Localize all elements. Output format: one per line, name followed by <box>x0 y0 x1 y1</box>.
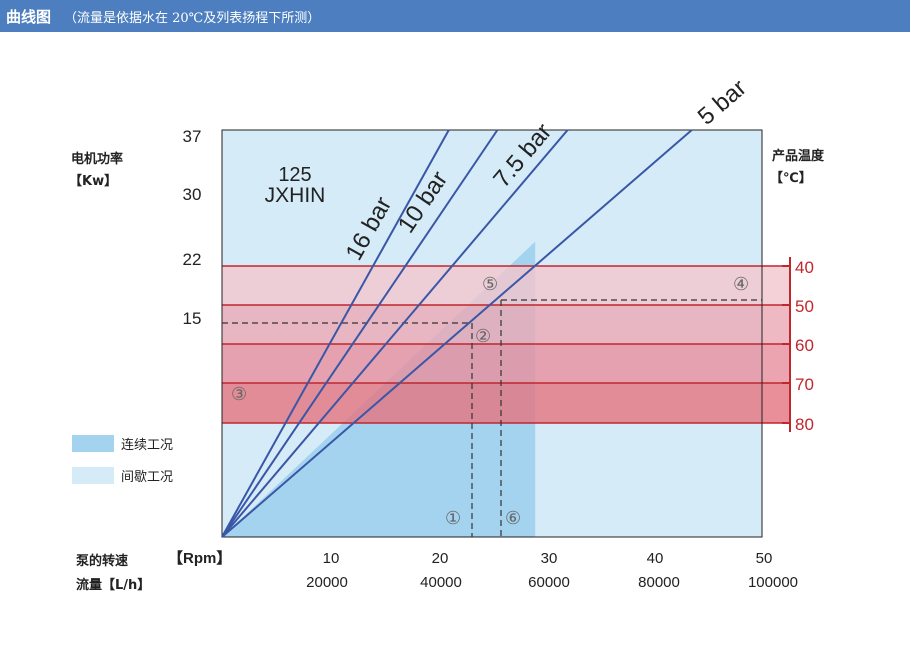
x-speed-tick-30: 30 <box>541 550 558 567</box>
legend-continuous-label: 连续工况 <box>121 437 173 453</box>
y-left-tick-15: 15 <box>183 309 202 328</box>
y-left-tick-22: 22 <box>183 250 202 269</box>
legend-intermittent-label: 间歇工况 <box>121 470 173 485</box>
y-right-tick-60: 60 <box>795 336 814 355</box>
y-right-label-1: 产品温度 <box>772 148 825 164</box>
y-left-tick-30: 30 <box>183 185 202 204</box>
y-left-tick-37: 37 <box>183 127 202 146</box>
marker-2: ② <box>475 326 491 346</box>
y-right-ticks: 40 50 60 70 80 <box>782 258 814 434</box>
y-right-tick-80: 80 <box>795 415 814 434</box>
x-flow-label: 流量【L/h】 <box>76 577 150 593</box>
marker-3: ③ <box>231 384 247 404</box>
y-left-label-2: 【Kw】 <box>69 173 117 189</box>
x-flow-tick-40000: 40000 <box>420 574 462 591</box>
marker-5: ⑤ <box>482 274 498 294</box>
series-line-10-bar <box>221 129 499 538</box>
y-right-tick-40: 40 <box>795 258 814 277</box>
marker-6: ⑥ <box>505 508 521 528</box>
x-flow-tick-100000: 100000 <box>748 574 798 591</box>
page-header: 曲线图 （流量是依据水在 20℃及列表扬程下所测） <box>0 0 910 32</box>
series-line-5-bar <box>221 129 693 538</box>
series-label-5-bar: 5 bar <box>693 74 752 130</box>
series-line-7-5-bar <box>221 129 569 538</box>
y-left-label-1: 电机功率 <box>71 151 123 167</box>
header-title: 曲线图 <box>6 8 52 26</box>
x-speed-unit: 【Rpm】 <box>168 549 231 567</box>
x-speed-tick-50: 50 <box>756 550 773 567</box>
legend-intermittent-swatch <box>72 467 114 484</box>
x-speed-tick-20: 20 <box>432 550 449 567</box>
marker-1: ① <box>445 508 461 528</box>
reading-lines <box>222 299 762 537</box>
circled-markers: ① ② ③ ④ ⑤ ⑥ <box>231 274 749 528</box>
temperature-band-60-70 <box>222 344 790 383</box>
x-flow-tick-20000: 20000 <box>306 574 348 591</box>
y-right-label-2: 【℃】 <box>770 170 812 186</box>
series-line-16-bar <box>221 129 450 538</box>
temperature-band-40-50 <box>222 266 790 305</box>
y-right-tick-50: 50 <box>795 297 814 316</box>
x-flow-tick-80000: 80000 <box>638 574 680 591</box>
y-right-tick-70: 70 <box>795 375 814 394</box>
x-speed-tick-40: 40 <box>647 550 664 567</box>
model-name: JXHIN <box>265 184 326 207</box>
x-speed-tick-10: 10 <box>323 550 340 567</box>
temperature-band-70-80 <box>222 383 790 423</box>
model-number: 125 <box>278 164 311 186</box>
header-subtitle: （流量是依据水在 20℃及列表扬程下所测） <box>64 11 321 26</box>
x-flow-tick-60000: 60000 <box>528 574 570 591</box>
temperature-bands <box>222 265 790 424</box>
temperature-band-50-60 <box>222 305 790 344</box>
plot-frame <box>221 129 763 538</box>
marker-4: ④ <box>733 274 749 294</box>
x-speed-label: 泵的转速 <box>76 553 128 569</box>
legend-continuous-swatch <box>72 435 114 452</box>
